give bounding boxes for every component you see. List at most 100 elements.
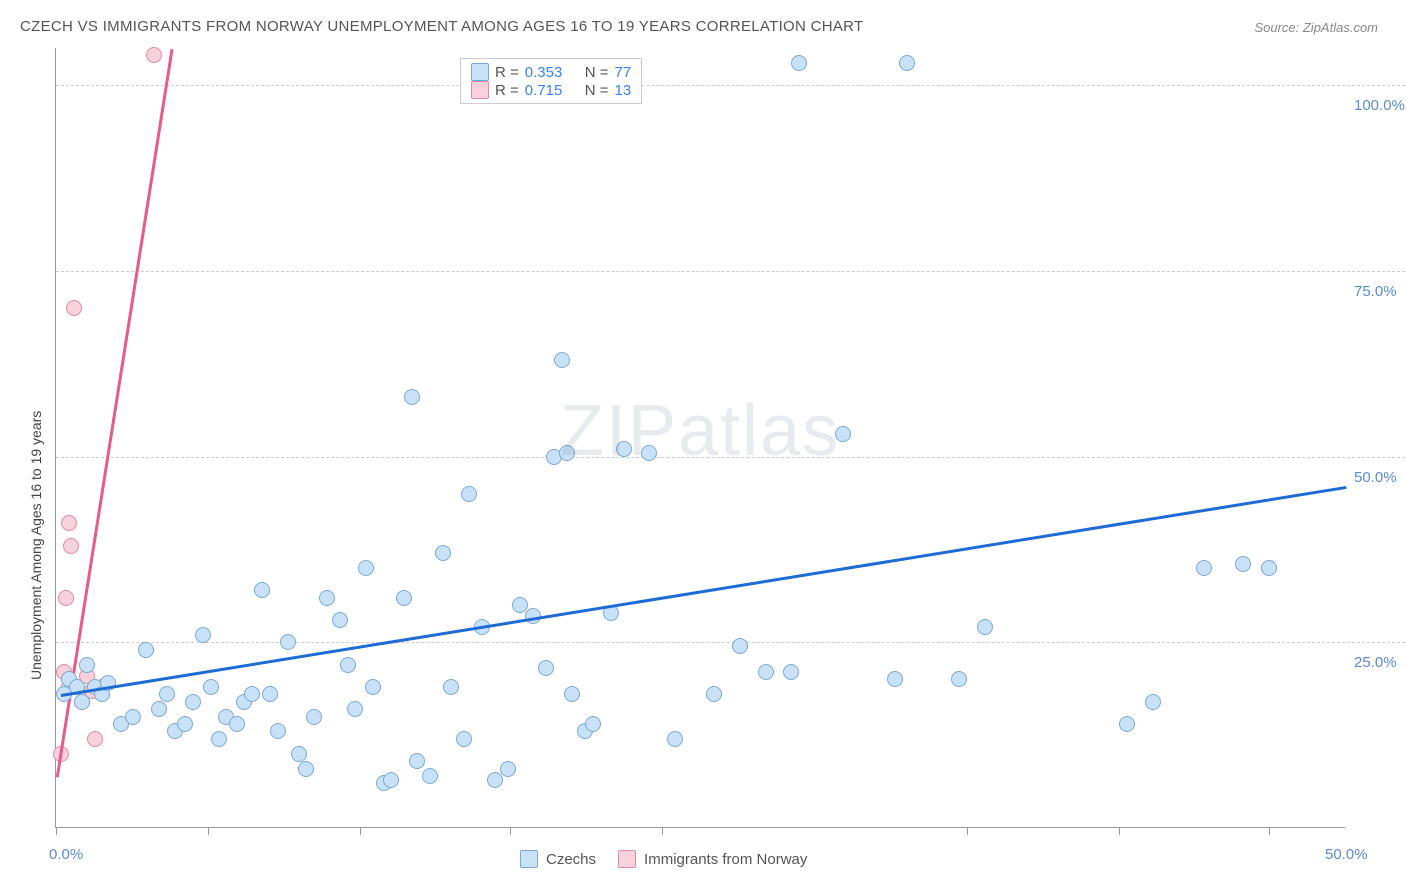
r-value: 0.715 [525, 82, 575, 99]
czechs-point [291, 746, 307, 762]
czechs-point [79, 657, 95, 673]
x-tick [1269, 827, 1270, 835]
czechs-point [564, 686, 580, 702]
czechs-point [319, 590, 335, 606]
czechs-point [138, 642, 154, 658]
czechs-point [306, 709, 322, 725]
x-tick [56, 827, 57, 835]
czechs-point [538, 660, 554, 676]
czechs-point [585, 716, 601, 732]
czechs-point [791, 55, 807, 71]
norway-point [58, 590, 74, 606]
czechs-point [899, 55, 915, 71]
n-value: 13 [615, 82, 632, 99]
czechs-point [125, 709, 141, 725]
chart-title: CZECH VS IMMIGRANTS FROM NORWAY UNEMPLOY… [20, 18, 864, 35]
plot-area: 25.0%50.0%75.0%100.0% [55, 48, 1345, 828]
czechs-point [280, 634, 296, 650]
x-axis-min-label: 0.0% [49, 846, 83, 863]
czechs-point [195, 627, 211, 643]
r-value: 0.353 [525, 64, 575, 81]
norway-point [87, 731, 103, 747]
norway-point [146, 47, 162, 63]
source-label: Source: ZipAtlas.com [1254, 20, 1378, 35]
czechs-point [487, 772, 503, 788]
czechs-legend-swatch [520, 850, 538, 868]
stats-row-norway: R = 0.715 N = 13 [471, 81, 631, 99]
czechs-point [1196, 560, 1212, 576]
czechs-point [758, 664, 774, 680]
czechs-point [270, 723, 286, 739]
x-tick [510, 827, 511, 835]
czechs-point [332, 612, 348, 628]
r-label: R = [495, 64, 519, 81]
r-label: R = [495, 82, 519, 99]
x-tick [1119, 827, 1120, 835]
czechs-point [358, 560, 374, 576]
czechs-point [835, 426, 851, 442]
czechs-point [977, 619, 993, 635]
norway-point [61, 515, 77, 531]
czechs-point [443, 679, 459, 695]
czechs-point [409, 753, 425, 769]
czechs-point [229, 716, 245, 732]
czechs-point [383, 772, 399, 788]
czechs-point [340, 657, 356, 673]
norway-legend-label: Immigrants from Norway [644, 851, 807, 868]
czechs-point [1119, 716, 1135, 732]
czechs-point [211, 731, 227, 747]
czechs-point [706, 686, 722, 702]
czechs-point [616, 441, 632, 457]
czechs-point [159, 686, 175, 702]
norway-legend-swatch [618, 850, 636, 868]
norway-trendline [56, 49, 173, 777]
legend-item-czechs: Czechs [520, 850, 596, 868]
czechs-point [262, 686, 278, 702]
chart-container: CZECH VS IMMIGRANTS FROM NORWAY UNEMPLOY… [0, 0, 1406, 892]
czechs-point [559, 445, 575, 461]
czechs-point [461, 486, 477, 502]
czechs-point [1145, 694, 1161, 710]
x-tick [360, 827, 361, 835]
czechs-point [667, 731, 683, 747]
y-axis-label: Unemployment Among Ages 16 to 19 years [28, 411, 44, 680]
czechs-swatch [471, 63, 489, 81]
y-tick-label: 100.0% [1354, 97, 1405, 114]
gridline [56, 85, 1405, 86]
czechs-point [456, 731, 472, 747]
gridline [56, 642, 1405, 643]
x-tick [967, 827, 968, 835]
czechs-point [185, 694, 201, 710]
czechs-point [1235, 556, 1251, 572]
czechs-point [732, 638, 748, 654]
x-axis-max-label: 50.0% [1325, 846, 1368, 863]
czechs-point [554, 352, 570, 368]
czechs-point [641, 445, 657, 461]
n-label: N = [585, 82, 609, 99]
czechs-point [74, 694, 90, 710]
czechs-point [203, 679, 219, 695]
czechs-point [244, 686, 260, 702]
czechs-point [783, 664, 799, 680]
czechs-point [1261, 560, 1277, 576]
czechs-point [254, 582, 270, 598]
norway-point [66, 300, 82, 316]
norway-swatch [471, 81, 489, 99]
czechs-point [347, 701, 363, 717]
n-value: 77 [615, 64, 632, 81]
stats-row-czechs: R =0.353N =77 [471, 63, 631, 81]
y-tick-label: 50.0% [1354, 469, 1397, 486]
x-tick [662, 827, 663, 835]
gridline [56, 457, 1405, 458]
czechs-point [365, 679, 381, 695]
y-tick-label: 75.0% [1354, 283, 1397, 300]
czechs-point [435, 545, 451, 561]
czechs-point [151, 701, 167, 717]
czechs-point [500, 761, 516, 777]
bottom-legend: Czechs Immigrants from Norway [520, 850, 807, 868]
norway-point [63, 538, 79, 554]
stats-box: R = 0.353 N = 77R = 0.715 N = 13 [460, 58, 642, 104]
czechs-point [887, 671, 903, 687]
czechs-point [951, 671, 967, 687]
legend-item-norway: Immigrants from Norway [618, 850, 807, 868]
